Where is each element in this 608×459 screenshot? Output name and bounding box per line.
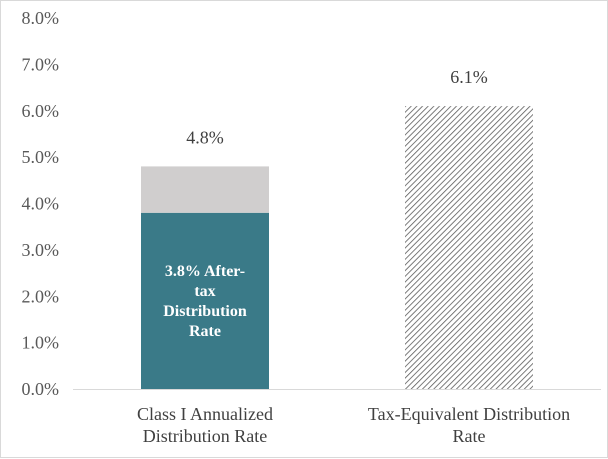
total-data-label: 6.1% (450, 67, 488, 87)
segment-data-label: Distribution (163, 303, 247, 320)
y-tick-label: 4.0% (22, 194, 60, 214)
y-tick-label: 3.0% (22, 240, 60, 260)
y-tick-label: 2.0% (22, 286, 60, 306)
segment-data-label: 3.8% After- (165, 263, 245, 280)
y-tick-label: 8.0% (22, 8, 60, 28)
x-tick-label: Distribution Rate (143, 426, 268, 446)
y-tick-label: 6.0% (22, 101, 60, 121)
y-axis: 0.0% 1.0% 2.0% 3.0% 4.0% 5.0% 6.0% 7.0% 8.0% (22, 8, 60, 399)
y-tick-label: 5.0% (22, 147, 60, 167)
total-data-label: 4.8% (186, 127, 224, 147)
y-tick-label: 0.0% (22, 379, 60, 399)
bar-segment (141, 212, 269, 389)
y-tick-label: 7.0% (22, 54, 60, 74)
segment-data-label: Rate (189, 323, 221, 340)
x-tick-label: Class I Annualized (137, 404, 273, 424)
y-tick-label: 1.0% (22, 333, 60, 353)
bar-segment (141, 166, 269, 213)
bars (141, 106, 533, 390)
x-tick-label: Tax-Equivalent Distribution (368, 404, 570, 424)
bar-segment (405, 106, 533, 390)
x-tick-label: Rate (453, 426, 486, 446)
segment-data-label: tax (194, 283, 215, 300)
data-labels: 4.8% 6.1% 3.8% After-tax Distribution Rate (163, 67, 488, 340)
